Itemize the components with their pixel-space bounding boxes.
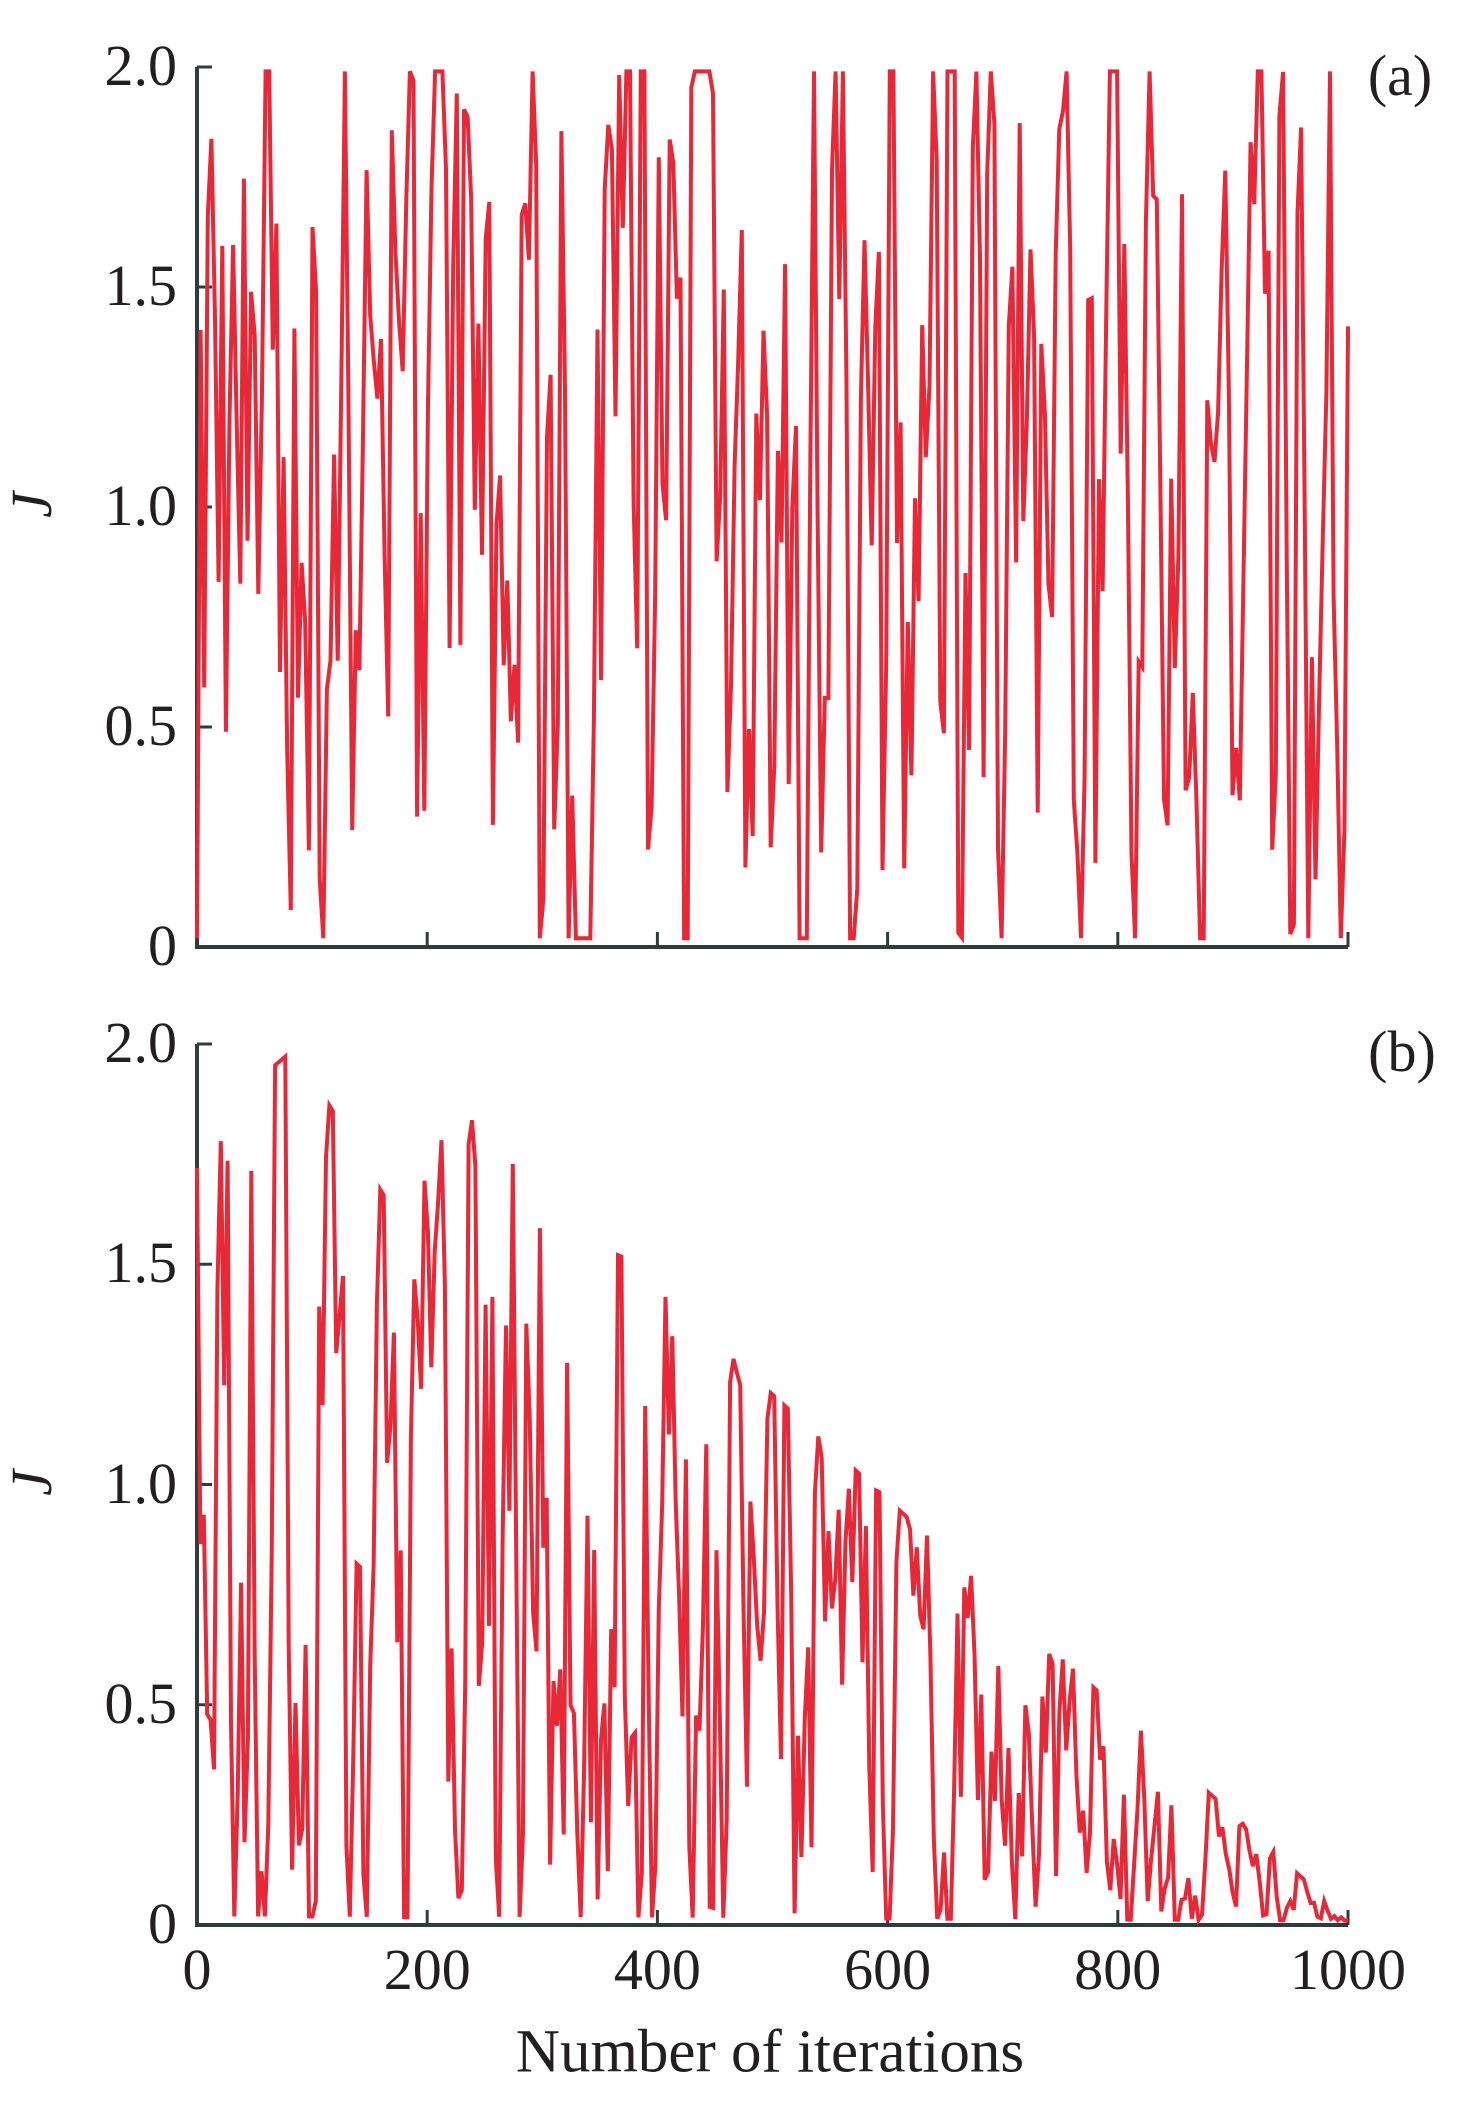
panel-label-a: (a) [1367, 43, 1433, 108]
panel-label-b: (b) [1368, 1019, 1436, 1084]
x-tick-label: 0 [182, 1937, 212, 2002]
data-line-b [195, 1052, 1348, 1926]
x-tick-label: 800 [1074, 1937, 1162, 2002]
x-tick-label: 400 [613, 1937, 701, 2002]
x-tick-label: 600 [844, 1937, 932, 2002]
y-tick-label: 1.0 [104, 1450, 178, 1516]
y-tick-label: 0.5 [104, 1670, 178, 1736]
y-tick-label: 1.5 [104, 252, 178, 318]
y-tick-label: 1.5 [104, 1230, 178, 1296]
y-tick-label: 2.0 [104, 32, 178, 98]
x-axis-title: Number of iterations [515, 2018, 1025, 2086]
y-tick-label: 0 [148, 912, 177, 978]
data-line-a [195, 69, 1350, 944]
y-tick-label: 0.5 [104, 692, 178, 758]
x-tick-label: 1000 [1290, 1937, 1406, 2002]
y-tick-label: 2.0 [104, 1009, 178, 1075]
x-tick-label: 200 [383, 1937, 471, 2002]
y-tick-label: 1.0 [104, 472, 178, 538]
y-tick-label: 0 [148, 1890, 177, 1956]
